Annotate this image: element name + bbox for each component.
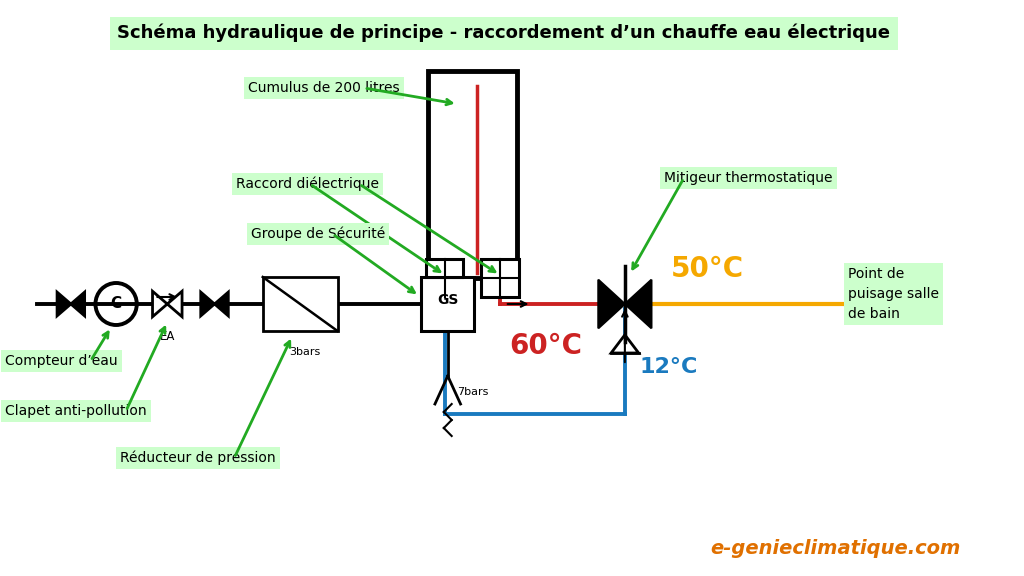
- Polygon shape: [153, 291, 167, 317]
- Text: GS: GS: [437, 293, 459, 307]
- Bar: [428, 71, 517, 278]
- Text: Cumulus de 200 litres: Cumulus de 200 litres: [248, 81, 399, 95]
- Text: 12°C: 12°C: [640, 357, 698, 377]
- Polygon shape: [57, 292, 71, 316]
- Text: 7bars: 7bars: [458, 387, 489, 397]
- Text: Raccord diélectrique: Raccord diélectrique: [237, 177, 379, 191]
- Text: 50°C: 50°C: [671, 255, 744, 283]
- Polygon shape: [71, 292, 85, 316]
- Text: Mitigeur thermostatique: Mitigeur thermostatique: [665, 171, 833, 185]
- Text: 3bars: 3bars: [290, 347, 321, 357]
- Text: e-genieclimatique.com: e-genieclimatique.com: [711, 539, 961, 558]
- Text: Point de
puisage salle
de bain: Point de puisage salle de bain: [848, 267, 939, 320]
- Text: EA: EA: [160, 331, 175, 343]
- Polygon shape: [201, 292, 214, 316]
- Polygon shape: [625, 280, 651, 328]
- Text: Groupe de Sécurité: Groupe de Sécurité: [251, 227, 385, 241]
- Text: 60°C: 60°C: [510, 332, 583, 360]
- Text: Schéma hydraulique de principe - raccordement d’un chauffe eau électrique: Schéma hydraulique de principe - raccord…: [118, 24, 890, 43]
- Polygon shape: [214, 292, 228, 316]
- Bar: [421, 277, 474, 331]
- Bar: [481, 259, 518, 297]
- Text: Compteur d’eau: Compteur d’eau: [5, 354, 118, 368]
- Polygon shape: [598, 280, 625, 328]
- Polygon shape: [611, 335, 639, 353]
- Bar: [426, 259, 464, 297]
- Bar: [263, 277, 338, 331]
- Text: Clapet anti-pollution: Clapet anti-pollution: [5, 404, 146, 418]
- Text: C: C: [111, 297, 122, 312]
- Text: Réducteur de pression: Réducteur de pression: [120, 451, 275, 465]
- Polygon shape: [167, 291, 182, 317]
